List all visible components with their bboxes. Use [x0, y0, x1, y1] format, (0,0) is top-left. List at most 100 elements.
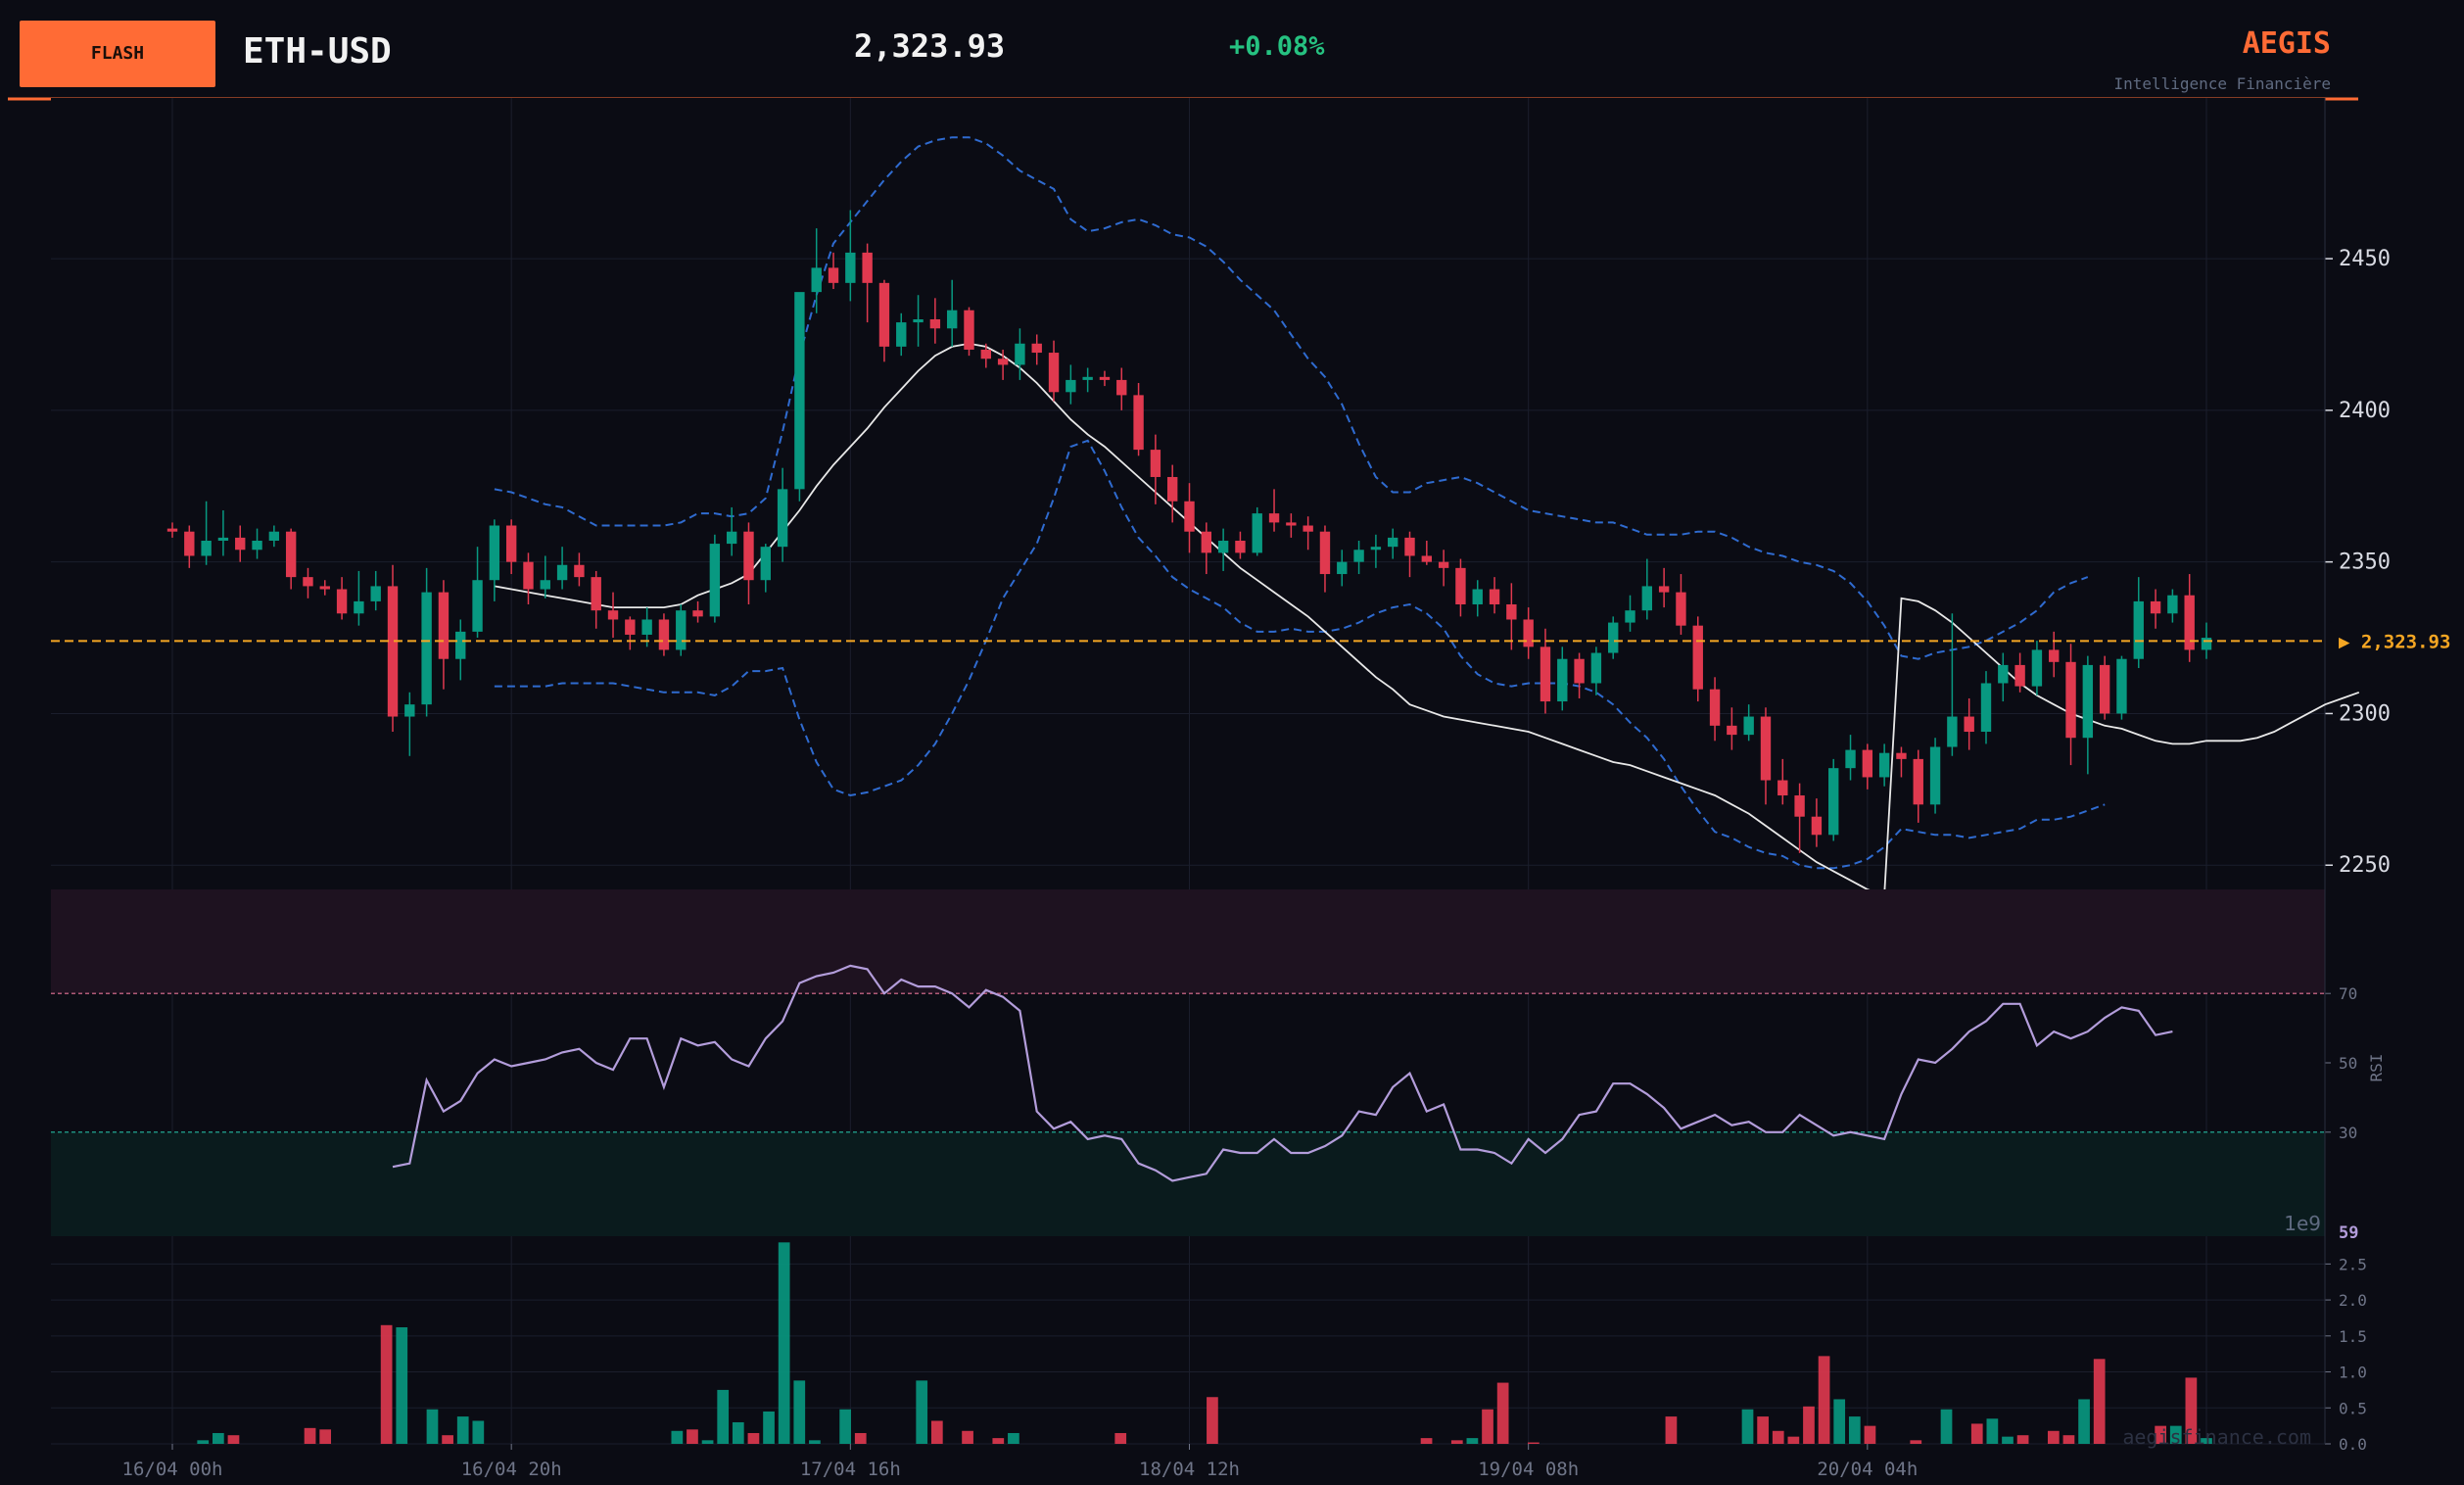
volume-bar [2169, 1425, 2182, 1444]
candle-body [1472, 589, 1483, 604]
candle-body [2082, 664, 2094, 739]
volume-bar [1818, 1356, 1830, 1444]
candle-body [574, 564, 585, 578]
volume-bar [1466, 1438, 1479, 1444]
candle-body [862, 252, 873, 283]
candle-body [1980, 683, 1992, 733]
candle-body [1252, 513, 1262, 553]
volume-tick-label: 1.0 [2339, 1364, 2367, 1382]
candle-body [1455, 567, 1466, 604]
candle-body [285, 531, 297, 578]
candle-body [1862, 749, 1873, 778]
candle-body [252, 540, 262, 551]
candle-body [591, 577, 601, 611]
candle-body [760, 547, 771, 581]
volume-bar [763, 1411, 775, 1444]
volume-exponent-label: 1e9 [2284, 1212, 2321, 1235]
candle-body [1794, 795, 1805, 817]
candle-body [1845, 749, 1856, 769]
candle-body [1303, 525, 1313, 532]
volume-bar [380, 1324, 393, 1444]
volume-bar [304, 1427, 316, 1444]
candle-body [2049, 649, 2060, 662]
volume-bar [1528, 1442, 1540, 1444]
rsi-panel: 30 50 70 RSI 59 [51, 889, 2386, 1243]
candle-body [777, 489, 788, 548]
candle-body [625, 619, 636, 635]
candle-body [438, 592, 450, 659]
price-change: +0.08% [1229, 31, 1325, 62]
volume-panel: 1e9 0.0 0.5 1.0 1.5 2.0 2.5 [51, 1212, 2367, 1454]
candle-body [1099, 376, 1111, 380]
candle-body [997, 359, 1009, 365]
x-tick-label: 18/04 12h [1139, 1459, 1240, 1480]
candle-body [607, 610, 619, 620]
volume-bar [1420, 1438, 1433, 1444]
candle-body [878, 282, 890, 347]
candle-body [1658, 586, 1670, 593]
volume-tick-label: 1.5 [2339, 1327, 2367, 1346]
x-tick-label: 20/04 04h [1817, 1459, 1918, 1480]
volume-bar [2062, 1435, 2075, 1444]
candle-body [556, 564, 568, 581]
candle-body [2099, 664, 2110, 714]
candle-body [268, 531, 280, 541]
brand-logo: AEGIS [2243, 26, 2331, 61]
candle-body [1676, 592, 1686, 626]
x-tick-label: 16/04 20h [461, 1459, 562, 1480]
candle-body [421, 592, 432, 705]
volume-tick-label: 0.0 [2339, 1435, 2367, 1454]
candle-body [1370, 547, 1382, 551]
x-tick-label: 16/04 00h [122, 1459, 223, 1480]
volume-bar [1848, 1416, 1861, 1444]
candle-body [1998, 664, 2009, 684]
volume-bar [1496, 1382, 1509, 1444]
candle-body [1760, 716, 1772, 781]
candle-body [828, 267, 839, 283]
candle-body [2201, 638, 2212, 650]
price-tick-label: 2400 [2339, 399, 2391, 423]
candle-body [1641, 586, 1653, 611]
candle-body [1964, 716, 1974, 733]
x-tick-label: 17/04 16h [800, 1459, 901, 1480]
current-price: 2,323.93 [854, 27, 1005, 65]
candle-body [1286, 522, 1297, 526]
candle-body [1082, 376, 1093, 380]
candle-body [1066, 379, 1076, 393]
rsi-overbought-zone [51, 889, 2325, 994]
candle-body [1828, 768, 1839, 836]
candle-body [676, 610, 687, 650]
candle-body [489, 525, 500, 581]
volume-bar [472, 1420, 485, 1444]
price-tick-label: 2300 [2339, 701, 2391, 726]
volume-bar [426, 1409, 439, 1444]
rsi-tick-label: 30 [2339, 1124, 2357, 1142]
volume-bar [1757, 1416, 1769, 1444]
candle-body [1166, 476, 1178, 502]
candle-body [505, 525, 517, 562]
candle-body [1388, 537, 1398, 548]
candle-body [1235, 540, 1246, 553]
x-tick-label: 19/04 08h [1478, 1459, 1579, 1480]
candle-body [387, 586, 399, 717]
candle-body [2150, 600, 2161, 614]
candle-body [964, 310, 974, 350]
candle-body [1811, 816, 1823, 836]
candle-body [980, 349, 991, 359]
volume-bar [854, 1432, 867, 1444]
candle-body [913, 318, 924, 323]
volume-bar [1665, 1416, 1678, 1444]
candle-body [2065, 661, 2076, 739]
volume-bar [717, 1389, 730, 1444]
volume-bar [227, 1435, 240, 1444]
candle-body [658, 619, 670, 650]
volume-tick-label: 2.5 [2339, 1255, 2367, 1273]
candle-body [404, 704, 415, 717]
volume-bar [1450, 1440, 1463, 1444]
volume-bar [747, 1432, 760, 1444]
volume-bar [701, 1440, 714, 1444]
volume-tick-label: 2.0 [2339, 1291, 2367, 1310]
price-tick-label: 2450 [2339, 247, 2391, 271]
rsi-axis-label: RSI [2367, 1054, 2386, 1082]
volume-bar [2002, 1436, 2014, 1444]
